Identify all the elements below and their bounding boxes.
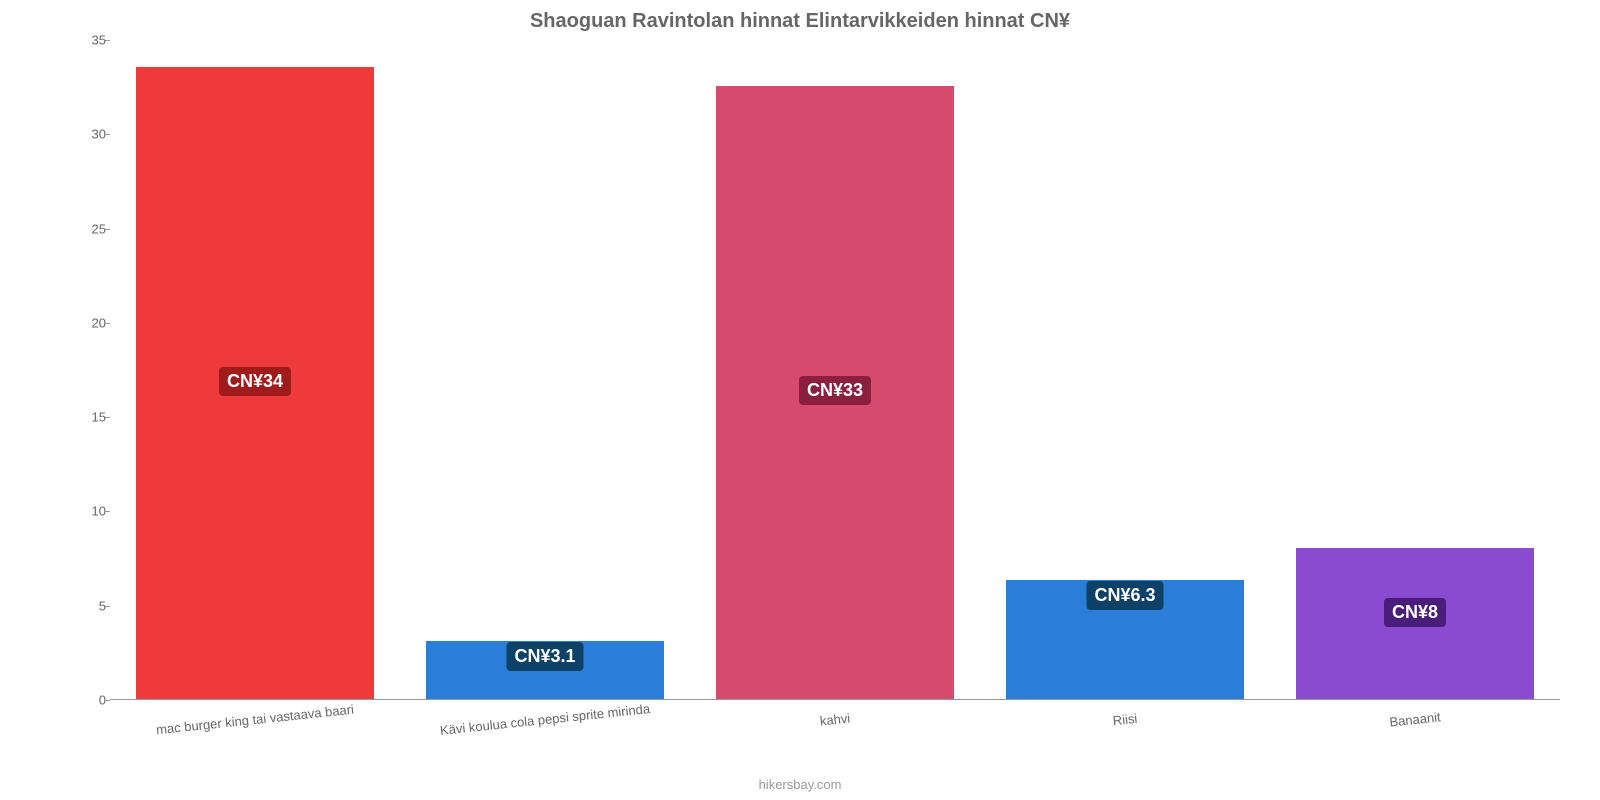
x-tick-label: kahvi xyxy=(819,710,851,728)
y-tick-label: 0 xyxy=(80,693,106,708)
x-tick-label: Riisi xyxy=(1112,711,1138,728)
y-tick-label: 15 xyxy=(80,410,106,425)
bar-value-label: CN¥33 xyxy=(799,376,871,405)
y-tick-mark xyxy=(105,700,110,701)
bar-value-label: CN¥3.1 xyxy=(506,642,583,671)
y-tick-label: 10 xyxy=(80,504,106,519)
y-tick-mark xyxy=(105,511,110,512)
y-tick-label: 35 xyxy=(80,33,106,48)
bar-value-label: CN¥6.3 xyxy=(1086,581,1163,610)
attribution-text: hikersbay.com xyxy=(759,777,842,792)
x-tick-label: Kävi koulua cola pepsi sprite mirinda xyxy=(439,701,650,738)
x-tick-label: Banaanit xyxy=(1389,709,1442,729)
plot-area: 05101520253035CN¥34CN¥3.1CN¥33CN¥6.3CN¥8 xyxy=(110,40,1560,700)
y-tick-mark xyxy=(105,417,110,418)
y-tick-mark xyxy=(105,134,110,135)
y-tick-label: 25 xyxy=(80,221,106,236)
y-tick-label: 5 xyxy=(80,598,106,613)
chart-container: 05101520253035CN¥34CN¥3.1CN¥33CN¥6.3CN¥8… xyxy=(80,40,1560,730)
y-tick-label: 20 xyxy=(80,315,106,330)
y-tick-mark xyxy=(105,606,110,607)
y-tick-mark xyxy=(105,40,110,41)
y-tick-label: 30 xyxy=(80,127,106,142)
bar-value-label: CN¥34 xyxy=(219,367,291,396)
bar-value-label: CN¥8 xyxy=(1384,598,1446,627)
y-tick-mark xyxy=(105,229,110,230)
y-tick-mark xyxy=(105,323,110,324)
x-tick-label: mac burger king tai vastaava baari xyxy=(155,702,354,738)
chart-title: Shaoguan Ravintolan hinnat Elintarvikkei… xyxy=(0,0,1600,33)
